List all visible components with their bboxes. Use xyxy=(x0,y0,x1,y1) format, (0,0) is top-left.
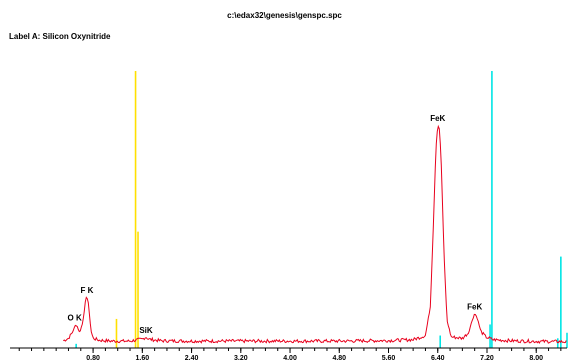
x-tick-label: 4.00 xyxy=(283,355,297,362)
spectrum-series xyxy=(63,124,567,344)
x-tick-label: 7.20 xyxy=(480,355,494,362)
x-tick-label: 6.40 xyxy=(431,355,445,362)
peak-label: F K xyxy=(80,286,93,295)
spectrum-label: Label A: Silicon Oxynitride xyxy=(9,32,111,41)
element-marker-lines xyxy=(75,71,568,348)
x-tick-label: 2.40 xyxy=(185,355,199,362)
spectrum-line xyxy=(63,124,567,344)
peak-label: FeK xyxy=(467,302,482,311)
file-path-title: c:\edax32\genesis\genspc.spc xyxy=(227,11,342,20)
x-tick-label: 8.00 xyxy=(529,355,543,362)
x-tick-label: 1.60 xyxy=(136,355,150,362)
x-tick-label: 4.80 xyxy=(332,355,346,362)
peak-label: SiK xyxy=(139,326,153,335)
x-tick-label: 5.60 xyxy=(382,355,396,362)
x-tick-label: 0.80 xyxy=(86,355,100,362)
peak-label: O K xyxy=(68,313,82,322)
x-tick-label: 3.20 xyxy=(234,355,248,362)
peak-annotations: O K F K SiK FeK FeK xyxy=(68,114,483,335)
x-axis: 0.80 1.60 2.40 3.20 4.00 4.80 5.60 6.40 7.20 8.00 xyxy=(10,347,567,362)
peak-label: FeK xyxy=(430,114,445,123)
